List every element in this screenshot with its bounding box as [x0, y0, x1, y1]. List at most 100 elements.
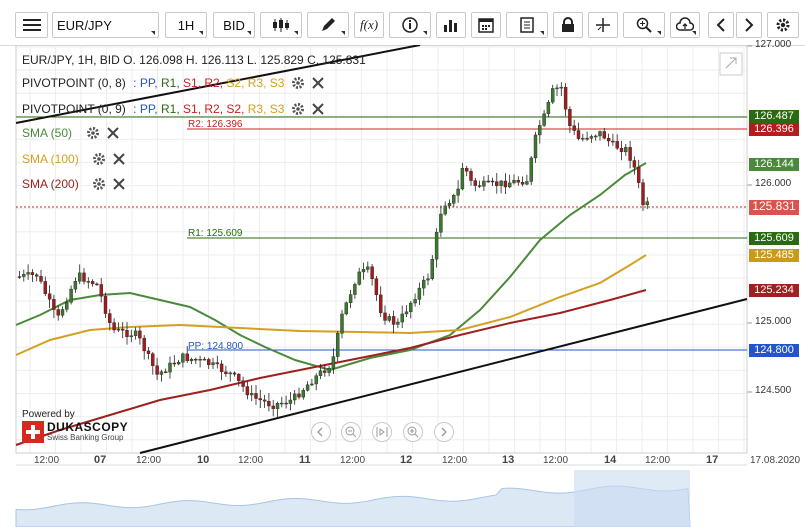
draw-button[interactable]: [307, 12, 349, 38]
candle-body: [77, 272, 82, 282]
price-chart[interactable]: [0, 45, 805, 527]
document-button[interactable]: [506, 12, 548, 38]
function-button[interactable]: f(x): [354, 12, 384, 38]
x-axis-time: 12:00: [238, 455, 264, 466]
x-axis-time: 12:00: [442, 455, 468, 466]
candle-body: [163, 371, 168, 373]
gear-icon[interactable]: [86, 126, 100, 140]
zoom-out-button[interactable]: [341, 422, 361, 442]
svg-text:f(x): f(x): [360, 17, 378, 32]
candle-body: [589, 136, 594, 139]
candle-body: [194, 358, 198, 361]
side-select[interactable]: BID: [213, 12, 255, 38]
cloud-button[interactable]: [670, 12, 700, 38]
candle-body: [340, 313, 344, 334]
candle-body: [232, 372, 237, 375]
gear-icon[interactable]: [92, 177, 106, 191]
candle-body: [318, 370, 323, 376]
pivot-name: PIVOTPOINT (0, 9): [22, 102, 126, 116]
zoom-button[interactable]: [623, 12, 665, 38]
volume-icon: [444, 20, 457, 32]
zoom-in-button[interactable]: [403, 422, 423, 442]
scroll-back-button[interactable]: [311, 422, 331, 442]
candle-body: [241, 380, 245, 387]
candle-body: [460, 167, 465, 190]
maximize-icon: [725, 57, 737, 69]
gear-icon[interactable]: [291, 102, 305, 116]
close-icon[interactable]: [107, 127, 119, 139]
scroll-forward-button[interactable]: [434, 422, 454, 442]
y-axis-label: 125.000: [755, 316, 792, 327]
info-button[interactable]: [389, 12, 431, 38]
candle-body: [138, 330, 142, 339]
brand-name: DUKASCOPY: [47, 420, 129, 434]
candle-body: [60, 309, 65, 316]
lock-button[interactable]: [553, 12, 583, 38]
instrument-label: EUR/JPY: [57, 17, 112, 33]
candle-body: [22, 273, 26, 277]
pivot-s2: S2,: [226, 102, 245, 116]
candle-body: [314, 375, 318, 385]
navigator[interactable]: [15, 464, 747, 527]
candle-body: [202, 358, 207, 361]
candle-body: [572, 125, 576, 131]
candle-body: [473, 180, 477, 186]
fit-button[interactable]: [372, 422, 392, 442]
candle-body: [568, 109, 572, 126]
period-select[interactable]: 1H: [165, 12, 207, 38]
candle-body: [434, 232, 439, 260]
candle-body: [151, 353, 155, 366]
candle-body: [581, 137, 585, 140]
candle-body: [542, 113, 546, 126]
sma-lines: [15, 162, 647, 446]
gear-icon[interactable]: [291, 76, 305, 90]
calendar-button[interactable]: [471, 12, 501, 38]
plot-area: [15, 45, 748, 454]
close-icon[interactable]: [113, 178, 125, 190]
x-axis-time: 12:00: [340, 455, 366, 466]
candle-body: [482, 180, 486, 187]
gear-icon[interactable]: [92, 152, 106, 166]
menu-button[interactable]: [15, 12, 48, 38]
crosshair-button[interactable]: [588, 12, 618, 38]
sma200-label: SMA (200): [22, 177, 79, 191]
scroll-left-button[interactable]: [708, 12, 734, 38]
candle-body: [129, 335, 134, 337]
price-flag-r1: 125.609: [749, 232, 799, 245]
candle-body: [563, 86, 568, 110]
maximize-button[interactable]: [719, 52, 743, 76]
candle-body: [529, 157, 533, 182]
candle-body: [17, 276, 22, 278]
close-icon[interactable]: [113, 153, 125, 165]
candle-body: [249, 393, 254, 396]
candle-body: [628, 147, 632, 161]
pivot-r2: R2,: [204, 102, 224, 116]
settings-button[interactable]: [767, 12, 799, 38]
pivot-indicator-2: PIVOTPOINT (0, 9) : PP, R1, S1, R2, S2, …: [22, 102, 284, 116]
candle-body: [284, 402, 288, 405]
candle-body: [125, 330, 129, 337]
close-icon[interactable]: [312, 77, 324, 89]
candle-body: [456, 188, 460, 196]
candle-body: [508, 182, 512, 188]
pivot-lines: [16, 116, 747, 351]
candle-body: [486, 180, 490, 183]
candle-body: [73, 281, 78, 290]
candle-body: [176, 362, 181, 365]
chart-type-button[interactable]: [260, 12, 302, 38]
candle-body: [86, 281, 91, 283]
candle-body: [624, 147, 628, 153]
candle-body: [374, 278, 379, 296]
candle-body: [327, 368, 331, 373]
close-icon[interactable]: [312, 103, 324, 115]
candle-body: [310, 383, 314, 386]
volume-button[interactable]: [436, 12, 466, 38]
dropdown-icon: [540, 31, 544, 35]
dropdown-icon: [151, 31, 155, 35]
candle-body: [82, 272, 86, 282]
instrument-select[interactable]: EUR/JPY: [52, 12, 159, 38]
candle-body: [267, 401, 271, 407]
price-flag-sma200: 125.234: [749, 284, 799, 297]
candle-body: [198, 358, 202, 361]
scroll-right-button[interactable]: [736, 12, 762, 38]
